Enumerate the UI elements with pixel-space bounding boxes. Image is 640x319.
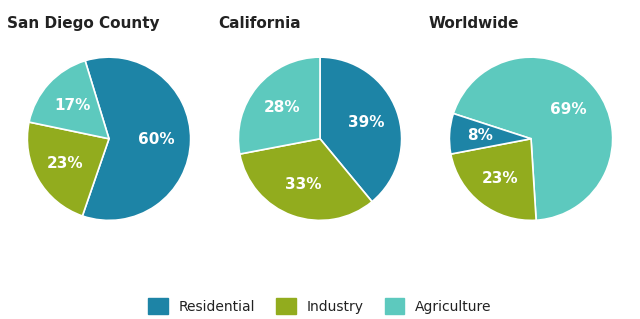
Wedge shape (29, 61, 109, 139)
Wedge shape (28, 122, 109, 216)
Wedge shape (320, 57, 402, 202)
Text: 23%: 23% (482, 171, 518, 186)
Text: 28%: 28% (264, 100, 301, 115)
Text: California: California (218, 16, 301, 31)
Wedge shape (451, 139, 536, 220)
Text: 39%: 39% (348, 115, 385, 130)
Wedge shape (83, 57, 191, 220)
Wedge shape (449, 114, 531, 154)
Legend: Residential, Industry, Agriculture: Residential, Industry, Agriculture (144, 294, 496, 318)
Wedge shape (453, 57, 612, 220)
Text: 8%: 8% (468, 128, 493, 143)
Text: Worldwide: Worldwide (429, 16, 520, 31)
Text: San Diego County: San Diego County (7, 16, 159, 31)
Text: 33%: 33% (285, 177, 322, 192)
Text: 69%: 69% (550, 102, 587, 117)
Text: 60%: 60% (138, 132, 175, 147)
Text: 23%: 23% (47, 156, 83, 171)
Text: 17%: 17% (54, 98, 91, 113)
Wedge shape (240, 139, 372, 220)
Wedge shape (238, 57, 320, 154)
